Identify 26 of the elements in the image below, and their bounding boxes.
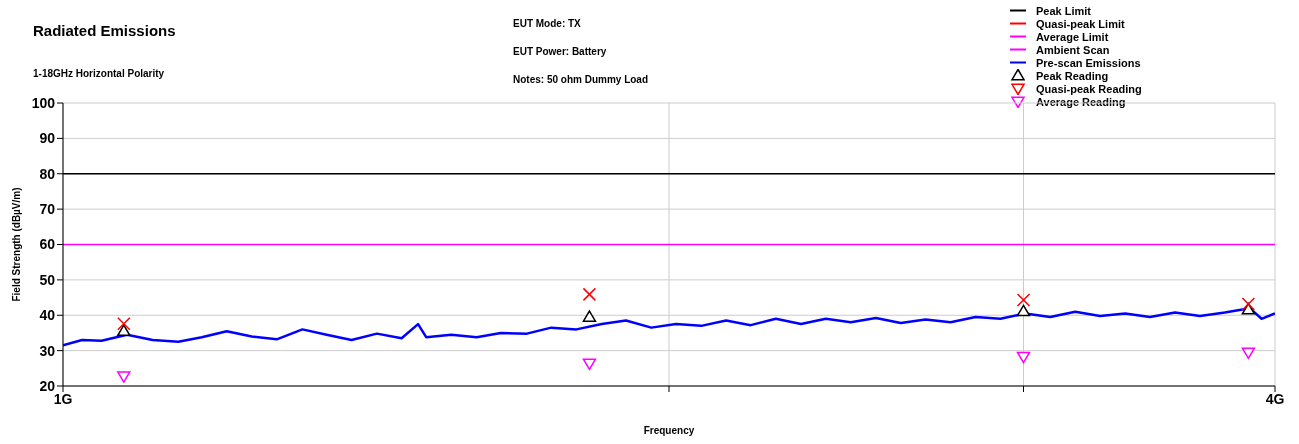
legend-label: Ambient Scan [1036,43,1110,56]
legend-label: Average Reading [1036,95,1126,108]
y-tick-label: 60 [39,236,56,253]
y-tick-label: 100 [31,94,56,111]
text: EUT Mode: TX [513,18,581,29]
text: EUT Power: Battery [513,46,607,57]
chart-subtitle: 1-18GHz Horizontal Polarity [33,68,165,79]
text: Notes: 50 ohm Dummy Load [513,74,649,85]
y-tick-label: 30 [39,342,56,359]
legend-label: Peak Limit [1036,4,1092,17]
chart-title: Radiated Emissions [33,22,176,39]
y-tick-label: 50 [39,271,56,288]
y-tick-label: 40 [39,307,56,324]
x-tick-label: 1G [53,390,73,407]
y-axis-title: Field Strength (dBµV/m) [10,187,22,302]
y-tick-label: 20 [39,377,56,394]
y-tick-label: 90 [39,130,56,147]
y-tick-label: 80 [39,165,56,182]
x-axis-title: Frequency [643,425,695,436]
x-tick-label: 4G [1265,390,1285,407]
legend-label: Peak Reading [1036,69,1109,82]
legend-label: Pre-scan Emissions [1036,56,1141,69]
legend-label: Quasi-peak Limit [1036,17,1125,30]
y-tick-label: 70 [39,201,56,218]
legend-label: Average Limit [1036,30,1109,43]
legend-label: Quasi-peak Reading [1036,82,1142,95]
